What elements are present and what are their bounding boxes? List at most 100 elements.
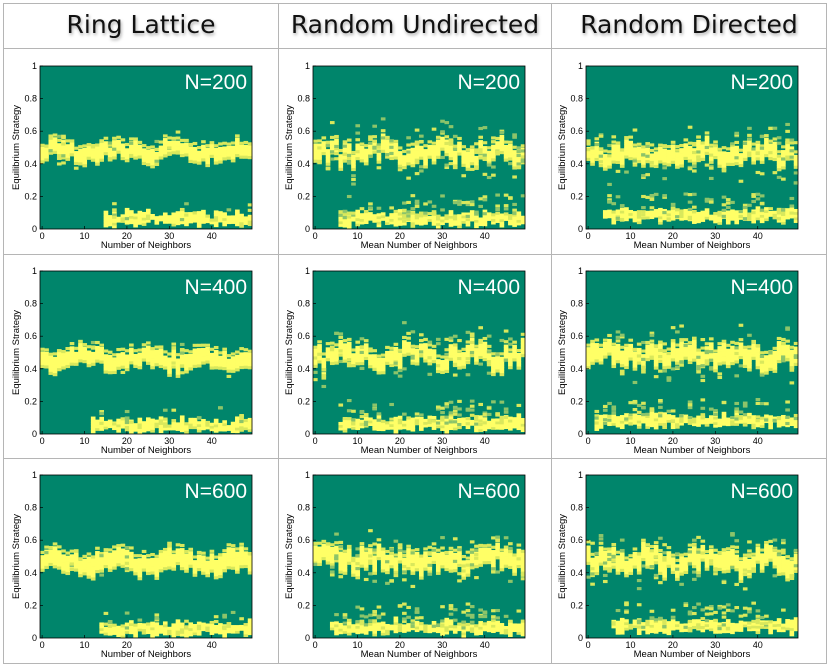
heatmap-cell	[457, 225, 462, 229]
heatmap-cell	[427, 340, 433, 344]
y-tick-label: 0.2	[297, 396, 310, 406]
heatmap-cell	[696, 220, 701, 224]
heatmap-cell	[351, 159, 356, 163]
heatmap-cell	[747, 415, 752, 419]
heatmap-cell	[196, 353, 202, 357]
heatmap-cell	[402, 216, 407, 220]
heatmap-cell	[759, 358, 765, 362]
heatmap-cell	[666, 365, 672, 369]
heatmap-cell	[512, 215, 517, 219]
heatmap-cell	[201, 558, 206, 562]
heatmap-cell	[461, 362, 467, 367]
heatmap-cell	[116, 552, 121, 556]
heatmap-cell	[636, 422, 642, 427]
heatmap-cell	[683, 217, 689, 221]
heatmap-cell	[764, 366, 769, 370]
heatmap-cell	[393, 557, 399, 561]
heatmap-cell	[670, 339, 676, 343]
heatmap-cell	[474, 214, 479, 218]
heatmap-cell	[679, 360, 684, 364]
heatmap-cell	[700, 421, 706, 425]
heatmap-cell	[611, 215, 617, 220]
heatmap-cell	[338, 165, 344, 169]
heatmap-cell	[602, 210, 608, 214]
heatmap-cell	[385, 562, 390, 567]
heatmap-cell	[107, 152, 113, 157]
heatmap-cell	[385, 571, 390, 575]
heatmap-cell	[372, 551, 377, 555]
x-tick-label: 30	[437, 436, 447, 446]
heatmap-cell	[243, 354, 249, 358]
heatmap-cell	[658, 359, 663, 363]
heatmap-cell	[764, 143, 769, 147]
heatmap-cell	[205, 217, 210, 221]
heatmap-cell	[243, 152, 249, 157]
heatmap-cell	[598, 355, 604, 360]
heatmap-cell	[209, 218, 215, 222]
heatmap-cell	[768, 146, 773, 150]
heatmap-cell	[359, 607, 365, 611]
heatmap-cell	[708, 358, 714, 362]
heatmap-cell	[410, 350, 416, 354]
heatmap-cell	[342, 566, 348, 570]
heatmap-cell	[95, 149, 100, 153]
heatmap-cell	[440, 144, 445, 149]
heatmap-cell	[385, 216, 390, 220]
heatmap-cell	[167, 220, 172, 224]
heatmap-cell	[82, 153, 88, 157]
heatmap-cell	[738, 347, 744, 351]
heatmap-cell	[742, 401, 748, 405]
heatmap-cell	[334, 624, 339, 628]
heatmap-cell	[628, 419, 634, 423]
y-axis-label: Equilibrium Strategy	[557, 310, 568, 395]
heatmap-cell	[419, 211, 424, 215]
heatmap-cell	[772, 416, 778, 420]
heatmap-cell	[44, 551, 49, 555]
heatmap-cell	[632, 416, 638, 420]
heatmap-cell	[247, 153, 253, 157]
heatmap-cell	[495, 207, 500, 211]
heatmap-cell	[435, 359, 441, 363]
heatmap-cell	[427, 348, 433, 352]
heatmap-cell	[363, 348, 369, 352]
heatmap-cell	[607, 347, 612, 351]
heatmap-cell	[313, 159, 318, 163]
heatmap-cell	[482, 421, 488, 425]
heatmap-cell	[239, 554, 244, 558]
heatmap-cell	[393, 151, 399, 155]
heatmap-cell	[218, 428, 223, 432]
heatmap-cell	[666, 416, 672, 421]
y-tick-label: 0.8	[570, 299, 583, 309]
heatmap-cell	[368, 212, 373, 216]
heatmap-cell	[65, 139, 71, 143]
heatmap-cell	[675, 162, 680, 167]
heatmap-cell	[465, 217, 471, 222]
heatmap-cell	[213, 158, 219, 162]
heatmap-cell	[355, 554, 361, 558]
heatmap-cell	[120, 548, 126, 552]
heatmap-cell	[704, 135, 710, 139]
heatmap-cell	[120, 559, 126, 563]
heatmap-cell	[742, 404, 748, 408]
heatmap-cell	[239, 559, 244, 563]
heatmap-cell	[649, 345, 655, 350]
heatmap-cell	[781, 163, 786, 167]
heatmap-cell	[196, 416, 202, 420]
heatmap-cell	[213, 562, 219, 566]
heatmap-cell	[764, 209, 769, 213]
heatmap-cell	[112, 213, 117, 217]
heatmap-cell	[708, 342, 714, 346]
heatmap-cell	[162, 148, 168, 153]
heatmap-cell	[52, 546, 58, 550]
heatmap-cell	[196, 146, 202, 150]
heatmap-cell	[789, 363, 795, 367]
heatmap-cell	[692, 353, 697, 357]
heatmap-cell	[317, 360, 322, 364]
heatmap-cell	[738, 350, 744, 354]
heatmap-cell	[372, 627, 377, 631]
heatmap-cell	[440, 208, 445, 212]
heatmap-cell	[742, 351, 748, 355]
heatmap-cell	[687, 125, 693, 129]
heatmap-cell	[376, 622, 382, 626]
